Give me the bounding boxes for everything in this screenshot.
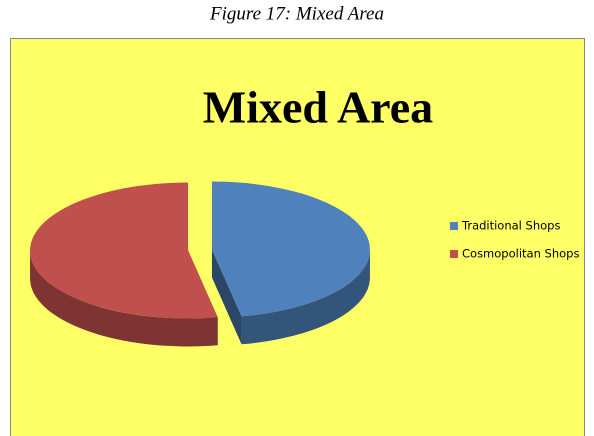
legend-swatch bbox=[450, 250, 458, 258]
pie-side bbox=[241, 249, 370, 345]
figure-caption: Figure 17: Mixed Area bbox=[209, 3, 384, 24]
legend-label: Cosmopolitan Shops bbox=[462, 247, 579, 261]
legend-swatch bbox=[450, 222, 458, 230]
pie-slice bbox=[211, 181, 370, 317]
pie-cut-face bbox=[211, 249, 242, 345]
legend-label: Traditional Shops bbox=[461, 219, 560, 233]
pie-slice bbox=[30, 182, 218, 319]
chart-title: Mixed Area bbox=[203, 82, 433, 133]
pie-side bbox=[30, 250, 218, 347]
